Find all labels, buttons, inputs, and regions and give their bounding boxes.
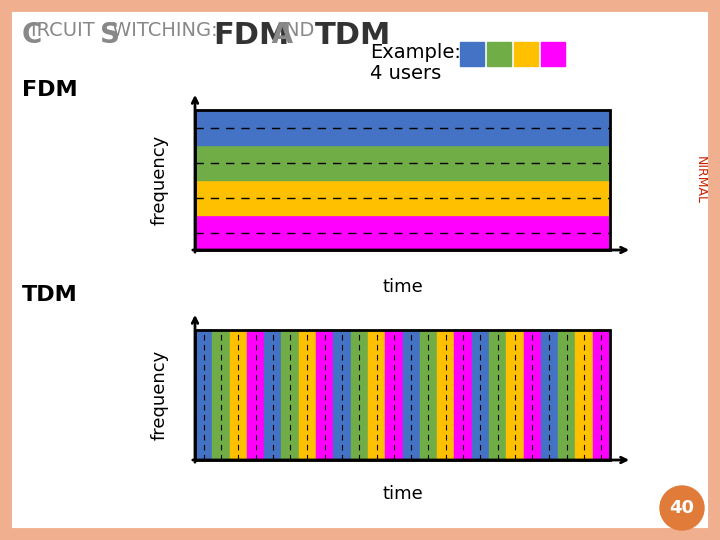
Bar	[487, 42, 511, 66]
Text: Example:: Example:	[370, 43, 461, 62]
Text: A: A	[262, 21, 293, 49]
Bar	[195, 330, 212, 460]
Bar	[558, 330, 575, 460]
Bar	[514, 42, 538, 66]
Bar	[195, 110, 610, 250]
Bar	[212, 330, 230, 460]
Text: FDM: FDM	[22, 80, 78, 100]
Text: C: C	[22, 21, 42, 49]
Bar	[402, 330, 420, 460]
Bar	[368, 330, 385, 460]
Text: NIRMAL: NIRMAL	[693, 156, 706, 204]
Bar	[420, 330, 437, 460]
Bar	[593, 330, 610, 460]
Bar	[195, 330, 610, 460]
Bar	[541, 42, 565, 66]
Bar	[351, 330, 368, 460]
Bar	[264, 330, 282, 460]
Bar	[316, 330, 333, 460]
Text: FDM: FDM	[213, 21, 289, 50]
Bar	[195, 215, 610, 250]
Circle shape	[660, 486, 704, 530]
Text: frequency: frequency	[151, 135, 169, 225]
Bar	[195, 145, 610, 180]
Bar	[333, 330, 351, 460]
Bar	[541, 330, 558, 460]
Bar	[247, 330, 264, 460]
Text: 40: 40	[670, 499, 695, 517]
Bar	[437, 330, 454, 460]
Bar	[506, 330, 523, 460]
Bar	[282, 330, 299, 460]
Text: TDM: TDM	[22, 285, 78, 305]
Text: TDM: TDM	[315, 21, 392, 50]
Bar	[299, 330, 316, 460]
Text: S: S	[100, 21, 120, 49]
Text: time: time	[382, 278, 423, 296]
Bar	[385, 330, 402, 460]
Bar	[195, 110, 610, 145]
Bar	[575, 330, 593, 460]
Bar	[195, 180, 610, 215]
Text: ND: ND	[285, 21, 320, 40]
Bar	[460, 42, 484, 66]
Text: WITCHING:: WITCHING:	[112, 21, 224, 40]
Text: IRCUIT: IRCUIT	[31, 21, 101, 40]
Bar	[523, 330, 541, 460]
Bar	[230, 330, 247, 460]
Bar	[472, 330, 489, 460]
Bar	[489, 330, 506, 460]
Text: time: time	[382, 485, 423, 503]
Text: frequency: frequency	[151, 350, 169, 440]
Text: 4 users: 4 users	[370, 64, 441, 83]
Bar	[454, 330, 472, 460]
